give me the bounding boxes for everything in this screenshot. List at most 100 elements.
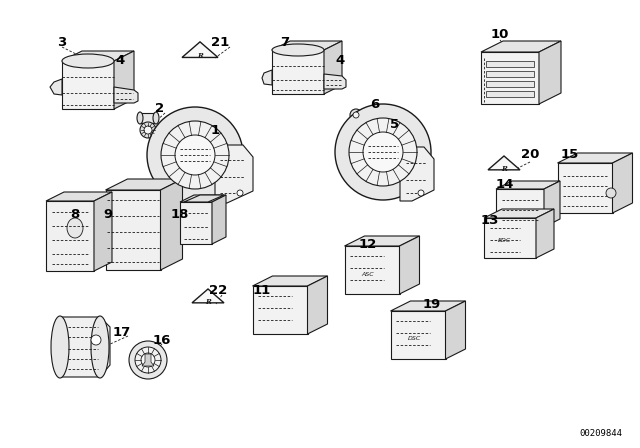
Text: 4: 4	[335, 53, 344, 66]
Bar	[486, 71, 534, 77]
Polygon shape	[180, 195, 226, 202]
Text: 22: 22	[209, 284, 227, 297]
Text: 16: 16	[153, 333, 171, 346]
Polygon shape	[399, 236, 419, 294]
Ellipse shape	[129, 341, 167, 379]
Polygon shape	[46, 192, 112, 201]
Text: 15: 15	[561, 148, 579, 161]
Polygon shape	[272, 50, 324, 94]
Text: 20: 20	[521, 148, 539, 161]
Polygon shape	[544, 181, 560, 227]
Ellipse shape	[144, 126, 152, 134]
Text: 9: 9	[104, 208, 113, 221]
Text: 3: 3	[58, 35, 67, 48]
Ellipse shape	[91, 316, 109, 378]
Polygon shape	[106, 179, 182, 190]
Polygon shape	[182, 42, 218, 57]
Polygon shape	[161, 179, 182, 270]
Polygon shape	[344, 246, 399, 294]
Ellipse shape	[418, 190, 424, 196]
Text: R: R	[197, 52, 203, 60]
Bar	[486, 61, 534, 67]
Polygon shape	[180, 202, 212, 244]
Ellipse shape	[153, 112, 159, 124]
Text: ASC: ASC	[362, 271, 374, 276]
Polygon shape	[496, 181, 560, 189]
Polygon shape	[142, 354, 154, 366]
Ellipse shape	[62, 54, 114, 68]
Polygon shape	[253, 276, 328, 286]
Text: 4: 4	[115, 53, 125, 66]
Polygon shape	[46, 201, 94, 271]
Ellipse shape	[335, 104, 431, 200]
Bar	[486, 91, 534, 97]
Polygon shape	[253, 286, 307, 334]
Polygon shape	[192, 289, 224, 303]
Ellipse shape	[353, 112, 359, 118]
Polygon shape	[272, 41, 342, 50]
Polygon shape	[94, 192, 112, 271]
Text: 14: 14	[496, 178, 514, 191]
Ellipse shape	[363, 132, 403, 172]
Text: 18: 18	[171, 208, 189, 221]
Polygon shape	[390, 301, 465, 311]
Ellipse shape	[67, 218, 83, 238]
Text: 17: 17	[113, 326, 131, 339]
Text: R: R	[501, 165, 507, 173]
Text: 1: 1	[211, 124, 220, 137]
Ellipse shape	[147, 107, 243, 203]
Text: R: R	[205, 298, 211, 306]
Polygon shape	[106, 190, 161, 270]
Polygon shape	[215, 145, 253, 203]
Polygon shape	[445, 301, 465, 359]
Ellipse shape	[349, 118, 417, 186]
Ellipse shape	[350, 109, 362, 121]
Polygon shape	[481, 52, 539, 104]
Text: 10: 10	[491, 29, 509, 42]
Polygon shape	[344, 236, 419, 246]
Text: 5: 5	[390, 119, 399, 132]
Text: 13: 13	[481, 214, 499, 227]
Text: 00209844: 00209844	[579, 429, 622, 438]
Polygon shape	[114, 51, 134, 109]
Polygon shape	[50, 79, 62, 95]
Ellipse shape	[135, 347, 161, 373]
Polygon shape	[612, 153, 632, 213]
Ellipse shape	[175, 135, 215, 175]
Text: 21: 21	[211, 35, 229, 48]
Polygon shape	[557, 163, 612, 213]
Polygon shape	[484, 209, 554, 218]
Polygon shape	[324, 41, 342, 94]
Polygon shape	[184, 195, 224, 202]
Ellipse shape	[140, 122, 156, 138]
Text: DSC: DSC	[408, 336, 420, 341]
Polygon shape	[484, 218, 536, 258]
Polygon shape	[481, 41, 561, 52]
Polygon shape	[488, 156, 520, 170]
Text: 11: 11	[253, 284, 271, 297]
Polygon shape	[536, 209, 554, 258]
Polygon shape	[62, 51, 134, 61]
Polygon shape	[62, 61, 114, 109]
Polygon shape	[212, 195, 226, 244]
Bar	[486, 81, 534, 87]
Ellipse shape	[51, 316, 69, 378]
Polygon shape	[262, 70, 272, 85]
Text: 7: 7	[280, 35, 289, 48]
Ellipse shape	[141, 353, 155, 367]
Polygon shape	[140, 113, 156, 123]
Polygon shape	[496, 189, 544, 227]
Text: 12: 12	[359, 238, 377, 251]
Text: EDC: EDC	[497, 237, 511, 242]
Ellipse shape	[91, 335, 101, 345]
Text: 6: 6	[371, 99, 380, 112]
Text: 19: 19	[423, 298, 441, 311]
Ellipse shape	[137, 112, 143, 124]
Polygon shape	[539, 41, 561, 104]
Text: 8: 8	[70, 208, 79, 221]
Ellipse shape	[606, 188, 616, 198]
Ellipse shape	[161, 121, 229, 189]
Ellipse shape	[272, 44, 324, 56]
Ellipse shape	[237, 190, 243, 196]
Polygon shape	[114, 87, 138, 103]
